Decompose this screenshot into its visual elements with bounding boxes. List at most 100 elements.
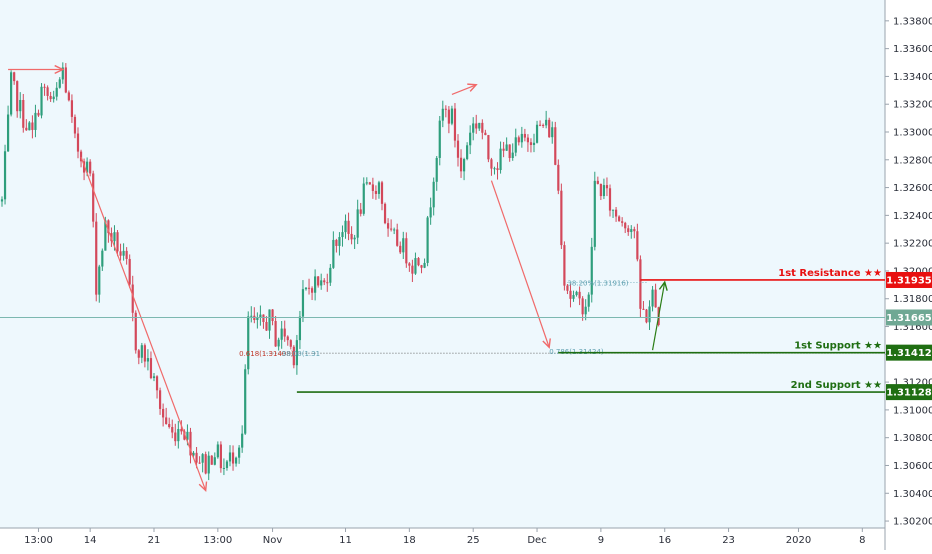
candle-body [0,199,4,202]
candle-body [158,390,162,409]
candle-body [426,217,429,263]
candle-body [396,229,399,246]
candle-body [3,151,7,200]
candle-body [204,454,207,474]
candle-body [289,340,292,347]
price-tick-label: 1.30600 [893,461,932,472]
time-tick-label: 14 [84,535,97,546]
candle-body [633,229,636,232]
candle-body [231,452,235,464]
price-tick-label: 1.30800 [893,433,932,444]
candle-body [146,358,150,362]
time-tick-label: 8 [859,535,865,546]
candle-body [414,258,417,274]
price-tick-label: 1.33200 [893,100,932,111]
candle-body [225,461,229,468]
candle-body [277,339,280,347]
candle-body [116,232,119,252]
candle-body [417,258,420,266]
candle-body [587,294,590,307]
candles-layer [0,62,660,481]
price-tick-label: 1.31200 [893,378,932,389]
candle-body [134,312,137,351]
candle-body [119,251,122,256]
time-tick-label: Nov [263,535,283,546]
candle-body [429,207,432,218]
candle-body [73,116,77,134]
candle-body [548,119,551,138]
candle-body [222,467,226,469]
candle-body [292,346,295,366]
candle-body [213,457,216,465]
candle-body [198,462,201,464]
candle-body [256,317,259,321]
candle-body [335,239,338,246]
candle-body [107,220,110,234]
candle-body [238,447,241,458]
candle-body [22,99,25,128]
candle-body [362,183,365,214]
trend-arrow-head [198,481,208,492]
candle-body [423,262,426,268]
arrows-layer [8,64,668,492]
candle-body [6,114,10,152]
plot-background [0,0,885,528]
candle-body [374,190,378,194]
candle-body [523,133,526,138]
candle-body [399,245,402,253]
candle-body [131,284,134,313]
candle-body [228,452,232,462]
candle-body [654,289,657,308]
candle-body [560,190,563,246]
candle-body [481,122,484,133]
price-tick-label: 1.30400 [893,489,932,500]
candle-body [545,119,548,126]
candle-body [432,181,435,208]
candle-body [165,417,168,424]
candle-body [402,238,405,253]
current-price-badge [886,309,932,326]
price-tick-label: 1.30200 [893,517,932,528]
candle-body [104,220,107,251]
time-axis[interactable] [0,528,885,550]
candle-body [444,108,447,110]
candle-body [514,137,517,153]
candle-body [554,127,557,165]
candle-body [219,444,222,469]
candle-body [307,287,311,289]
candle-body [472,123,475,133]
level-label: 2nd Support ★★ [791,380,882,391]
candle-body [466,145,469,160]
price-tick-label: 1.32600 [893,183,932,194]
candle-body [368,182,371,185]
fib-label: 38.00(1.31 [282,350,320,358]
candle-body [304,287,308,290]
candle-body [572,295,575,299]
candle-body [344,220,347,233]
candle-body [268,309,271,331]
time-tick-label: 23 [722,535,735,546]
candle-body [274,321,277,347]
candle-body [462,159,466,172]
level-price-badge [886,271,932,288]
time-tick-label: 21 [148,535,161,546]
candle-body [46,87,49,96]
trend-arrow-head [542,338,551,349]
candle-body [140,345,143,358]
candle-body [171,427,174,433]
candle-body [207,455,210,474]
candle-body [122,250,125,256]
candle-body [82,161,86,173]
candle-body [593,180,596,247]
candle-body [317,276,320,286]
candle-body [10,72,13,115]
candle-body [259,314,262,318]
candle-body [447,109,450,124]
candle-body [332,239,335,268]
candle-body [584,306,587,315]
candle-body [162,408,165,418]
candle-body [390,228,393,230]
candle-body [602,185,606,197]
